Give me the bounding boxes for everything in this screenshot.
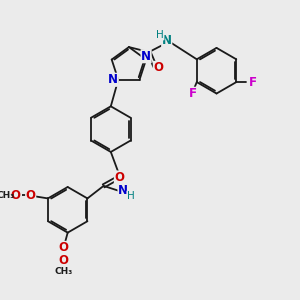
Text: H: H: [127, 191, 135, 201]
Text: F: F: [189, 87, 196, 100]
Text: F: F: [249, 76, 257, 88]
Text: O: O: [153, 61, 164, 74]
Text: O: O: [11, 189, 21, 202]
Text: H: H: [156, 30, 164, 40]
Text: N: N: [141, 50, 151, 63]
Text: O: O: [59, 254, 69, 267]
Text: O: O: [114, 171, 124, 184]
Text: N: N: [118, 184, 128, 197]
Text: N: N: [162, 34, 172, 47]
Text: O: O: [26, 189, 36, 202]
Text: CH₃: CH₃: [0, 190, 15, 200]
Text: O: O: [58, 242, 68, 254]
Text: CH₃: CH₃: [54, 266, 73, 275]
Text: N: N: [108, 73, 118, 86]
